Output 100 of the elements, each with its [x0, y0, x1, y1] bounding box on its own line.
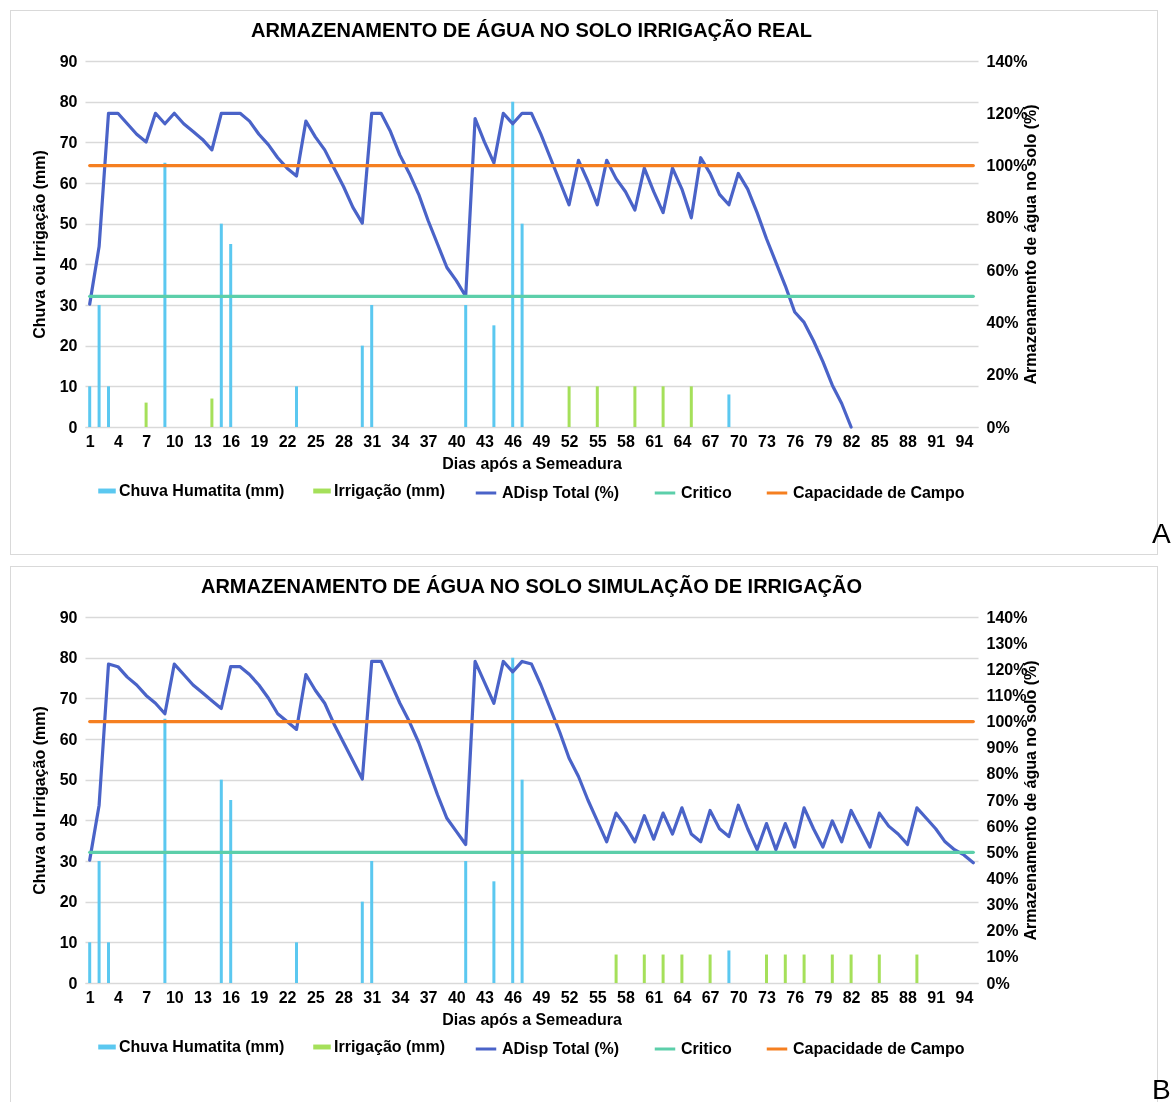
bar	[783, 954, 787, 983]
y2-tick-label: 130%	[986, 634, 1028, 652]
x-tick-label: 31	[363, 432, 382, 450]
bar	[765, 954, 768, 983]
text: A	[1152, 518, 1171, 550]
x-tick-label: 34	[391, 432, 410, 450]
line-series	[88, 111, 853, 429]
y-tick-label: 10	[59, 933, 78, 951]
legend-label: ADisp Total (%)	[502, 484, 620, 501]
x-tick-label: 37	[419, 432, 438, 450]
y2-tick-label: 30%	[986, 896, 1019, 914]
y2-tick-label: 0%	[986, 974, 1010, 992]
bar	[163, 718, 167, 983]
x-tick-label: 58	[617, 432, 635, 450]
legend-label: Irrigação (mm)	[334, 482, 446, 499]
bar	[107, 386, 110, 427]
y2-tick-label: 20%	[986, 922, 1019, 940]
x-tick-label: 28	[335, 432, 353, 450]
bar	[680, 954, 684, 983]
bar	[708, 954, 712, 983]
x-tick-label: 13	[194, 988, 212, 1006]
bar	[689, 386, 693, 427]
x-tick-label: 76	[786, 432, 805, 450]
y-tick-label: 90	[59, 52, 78, 70]
x-tick-label: 28	[335, 988, 353, 1006]
y2-tick-label: 40%	[986, 869, 1019, 887]
x-tick-label: 79	[814, 432, 833, 450]
y2-tick-label: 40%	[986, 313, 1019, 331]
x-tick-label: 88	[899, 432, 917, 450]
bar	[295, 942, 298, 983]
y-tick-label: 40	[59, 811, 78, 829]
x-axis-title: Dias após a Semeadura	[442, 1010, 622, 1028]
x-tick-label: 25	[306, 432, 325, 450]
y2-tick-label: 60%	[986, 817, 1019, 835]
y-tick-label: 70	[59, 689, 78, 707]
bar	[633, 386, 637, 427]
y-tick-label: 40	[59, 255, 78, 273]
x-tick-label: 52	[560, 988, 579, 1006]
y-tick-label: 20	[59, 893, 78, 911]
x-tick-label: 76	[786, 988, 805, 1006]
x-tick-label: 22	[278, 988, 297, 1006]
x-tick-label: 64	[673, 988, 692, 1006]
bar	[210, 398, 214, 427]
line-series	[88, 659, 975, 865]
x-tick-label: 25	[306, 988, 325, 1006]
y-tick-label: 80	[59, 93, 78, 111]
x-tick-label: 37	[419, 988, 438, 1006]
x-tick-label: 70	[729, 432, 748, 450]
x-tick-label: 85	[870, 432, 889, 450]
legend-label: Irrigação (mm)	[334, 1038, 446, 1055]
x-tick-label: 67	[701, 432, 720, 450]
x-tick-label: 79	[814, 988, 833, 1006]
bar	[464, 305, 468, 427]
y2-tick-label: 0%	[986, 418, 1010, 436]
x-tick-label: 4	[113, 432, 123, 450]
y2-tick-label: 140%	[986, 52, 1028, 70]
x-tick-label: 94	[955, 432, 974, 450]
bar	[511, 657, 515, 983]
y-tick-label: 60	[59, 174, 78, 192]
legend-label: Critico	[681, 1040, 732, 1057]
y2-tick-label: 140%	[986, 608, 1028, 626]
y2-tick-label: 60%	[986, 261, 1019, 279]
bar	[642, 954, 646, 983]
x-tick-label: 61	[645, 432, 664, 450]
bar	[163, 162, 167, 427]
x-tick-label: 4	[113, 988, 123, 1006]
bar	[464, 861, 468, 983]
bar	[229, 800, 233, 983]
x-tick-label: 1	[85, 432, 95, 450]
bar	[97, 305, 101, 427]
x-tick-label: 10	[165, 988, 184, 1006]
bar	[727, 950, 731, 983]
bar	[219, 223, 223, 427]
bar	[295, 386, 298, 427]
x-tick-label: 49	[532, 988, 551, 1006]
legend-label: Capacidade de Campo	[793, 1040, 965, 1057]
y2-tick-label: 80%	[986, 765, 1019, 783]
legend-label: Capacidade de Campo	[793, 484, 965, 501]
x-tick-label: 46	[504, 432, 523, 450]
x-tick-label: 88	[899, 988, 917, 1006]
text: B	[1152, 1074, 1171, 1102]
x-tick-label: 31	[363, 988, 382, 1006]
y-tick-label: 30	[59, 852, 78, 870]
bar	[219, 779, 223, 983]
y-tick-label: 20	[59, 337, 78, 355]
y-tick-label: 10	[59, 377, 78, 395]
bar	[360, 345, 364, 427]
bar	[97, 861, 101, 983]
bar	[567, 386, 571, 427]
x-tick-label: 73	[758, 432, 776, 450]
x-tick-label: 70	[729, 988, 748, 1006]
legend-label: Chuva Humatita (mm)	[119, 482, 285, 499]
bar	[88, 942, 92, 983]
legend-label: Critico	[681, 484, 732, 501]
x-tick-label: 46	[504, 988, 523, 1006]
x-tick-label: 91	[927, 988, 946, 1006]
bar	[492, 325, 496, 427]
x-tick-label: 94	[955, 988, 974, 1006]
x-tick-label: 40	[447, 432, 466, 450]
bar	[370, 305, 374, 427]
